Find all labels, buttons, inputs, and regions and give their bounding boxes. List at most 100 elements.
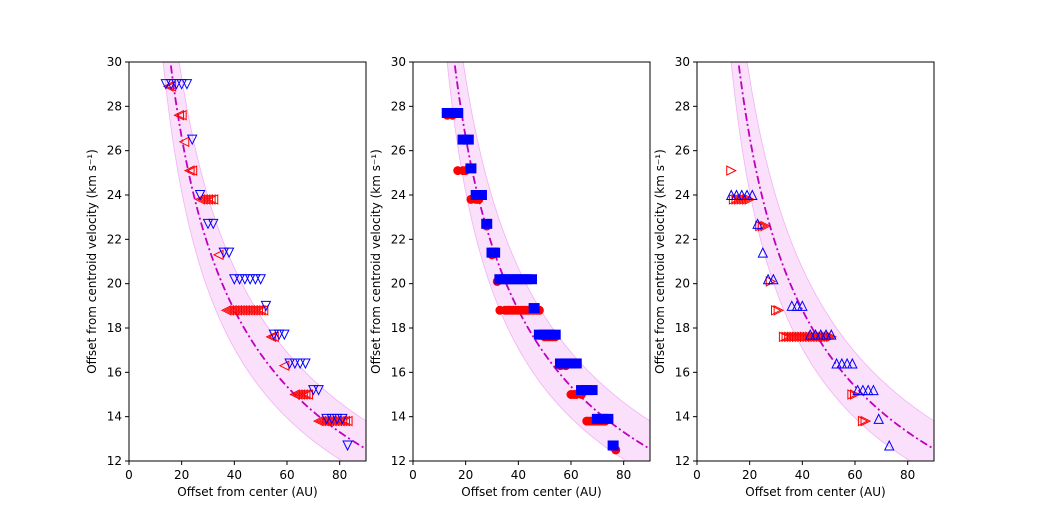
x-axis-label: Offset from center (AU) xyxy=(461,485,601,499)
y-tick-label: 22 xyxy=(107,232,122,246)
data-point xyxy=(326,413,338,425)
data-point xyxy=(797,331,808,343)
data-point xyxy=(297,389,308,400)
data-point xyxy=(255,274,266,285)
x-axis-label: Offset from center (AU) xyxy=(177,485,317,499)
y-tick-label: 12 xyxy=(107,454,122,468)
data-point xyxy=(781,331,793,343)
data-point xyxy=(873,413,885,424)
y-tick-label: 24 xyxy=(675,188,690,202)
data-point xyxy=(570,358,582,369)
axes-frame xyxy=(128,61,367,462)
data-point xyxy=(771,304,782,316)
data-point xyxy=(176,79,187,90)
data-point xyxy=(778,331,790,343)
x-tick-label: 40 xyxy=(227,468,242,482)
data-point xyxy=(831,357,842,369)
data-point xyxy=(252,304,264,316)
data-point xyxy=(847,389,858,400)
data-point xyxy=(791,300,803,311)
data-point xyxy=(736,189,748,200)
x-tick-label: 40 xyxy=(795,468,810,482)
data-point xyxy=(313,385,324,396)
y-axis-label: Offset from centroid velocity (km s⁻¹) xyxy=(653,149,667,374)
y-tick-label: 20 xyxy=(107,277,122,291)
y-tick-label: 20 xyxy=(675,277,690,291)
x-tick-label: 20 xyxy=(458,468,473,482)
data-point xyxy=(342,440,353,452)
data-point xyxy=(797,300,808,311)
data-point xyxy=(757,220,769,232)
data-point xyxy=(725,189,737,200)
data-point xyxy=(820,329,832,340)
keplerian-curve xyxy=(169,62,366,450)
series-blue-squares xyxy=(441,107,619,451)
data-point xyxy=(602,413,614,424)
x-tick-label: 60 xyxy=(279,468,294,482)
x-tick-label: 0 xyxy=(409,468,417,482)
data-point xyxy=(773,304,785,316)
data-point xyxy=(321,413,332,425)
data-point xyxy=(868,384,879,396)
x-tick-label: 0 xyxy=(125,468,133,482)
data-point xyxy=(294,358,306,370)
data-point xyxy=(481,218,493,229)
series-red-right-triangles xyxy=(726,165,872,427)
data-point xyxy=(586,385,598,396)
data-point xyxy=(202,218,214,230)
data-point xyxy=(223,247,235,259)
x-tick-label: 80 xyxy=(332,468,347,482)
data-point xyxy=(194,190,206,201)
x-tick-label: 0 xyxy=(693,468,701,482)
data-point xyxy=(284,358,295,370)
y-tick-label: 30 xyxy=(391,55,406,69)
axes-frame xyxy=(696,61,935,462)
data-point xyxy=(757,247,769,258)
data-point xyxy=(852,384,863,396)
data-point xyxy=(804,329,816,340)
y-tick-label: 18 xyxy=(675,321,690,335)
x-tick-label: 80 xyxy=(900,468,915,482)
data-point xyxy=(171,79,182,90)
data-point xyxy=(260,300,272,312)
panel-middle: 0 20 40 60 80 12 14 16 18 20 22 24 26 28 30 Offset from… xyxy=(369,55,651,499)
data-point xyxy=(489,247,501,258)
y-tick-label: 14 xyxy=(107,410,122,424)
data-point xyxy=(786,331,798,343)
data-point xyxy=(726,165,737,176)
data-point xyxy=(165,79,177,90)
y-tick-label: 14 xyxy=(391,410,406,424)
uncertainty-band xyxy=(730,62,934,461)
data-point xyxy=(336,413,348,425)
data-point xyxy=(810,329,821,340)
x-tick-label: 60 xyxy=(847,468,862,482)
data-point xyxy=(850,389,861,400)
data-point xyxy=(526,274,537,285)
data-point xyxy=(462,134,474,145)
data-point xyxy=(183,165,195,176)
uncertainty-band xyxy=(162,62,366,461)
data-point xyxy=(181,79,193,90)
y-tick-label: 22 xyxy=(391,232,406,246)
uncertainty-band xyxy=(446,62,650,461)
y-tick-label: 26 xyxy=(675,144,690,158)
y-tick-label: 18 xyxy=(391,321,406,335)
data-point xyxy=(331,413,343,425)
y-tick-label: 30 xyxy=(107,55,122,69)
data-point xyxy=(731,189,742,200)
data-point xyxy=(255,304,266,316)
x-tick-label: 20 xyxy=(174,468,189,482)
data-point xyxy=(250,274,261,285)
data-point xyxy=(862,384,874,396)
y-axis-label: Offset from centroid velocity (km s⁻¹) xyxy=(85,149,99,374)
data-point xyxy=(847,357,858,369)
data-point xyxy=(178,136,190,148)
y-tick-label: 14 xyxy=(675,410,690,424)
y-tick-label: 16 xyxy=(675,365,690,379)
data-point xyxy=(207,194,219,205)
panel-left: 0 20 40 60 80 12 14 16 18 20 22 24 26 28 30 Offset from… xyxy=(85,55,367,499)
y-tick-label: 20 xyxy=(391,277,406,291)
data-point xyxy=(186,165,198,176)
data-point xyxy=(475,190,487,200)
data-point xyxy=(762,273,774,285)
